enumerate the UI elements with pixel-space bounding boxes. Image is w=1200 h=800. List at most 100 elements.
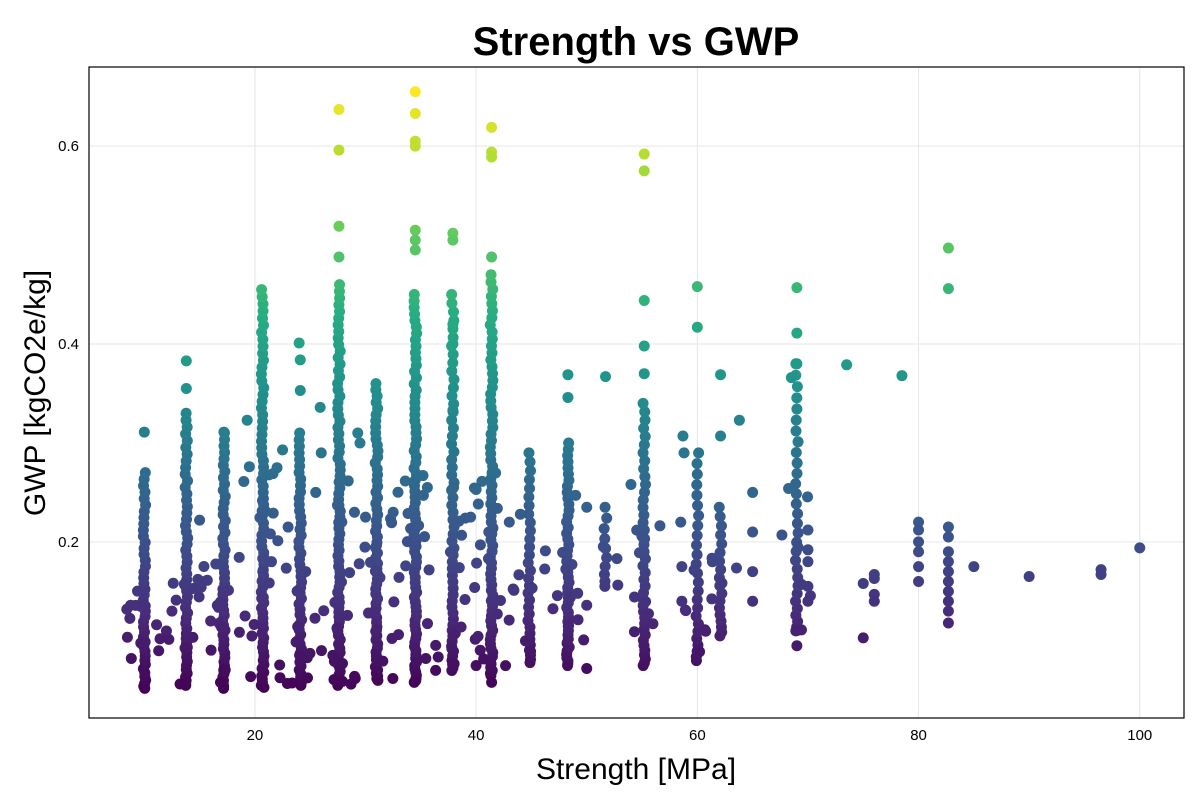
data-point xyxy=(747,526,759,538)
chart-title: Strength vs GWP xyxy=(473,20,800,64)
data-point xyxy=(601,512,613,524)
data-point xyxy=(638,340,650,352)
data-point xyxy=(802,544,814,556)
data-point xyxy=(334,505,346,517)
data-point xyxy=(792,508,804,520)
data-point xyxy=(601,552,613,564)
data-point xyxy=(167,577,179,589)
data-point xyxy=(715,430,727,442)
data-point xyxy=(478,653,490,665)
data-point xyxy=(714,547,726,559)
data-point xyxy=(233,551,245,563)
data-point xyxy=(942,617,954,629)
data-point xyxy=(942,531,954,543)
data-point xyxy=(166,605,178,617)
data-point xyxy=(420,653,432,665)
data-point xyxy=(486,676,498,688)
data-point xyxy=(266,556,277,568)
data-point xyxy=(448,373,460,385)
data-point xyxy=(597,541,609,553)
data-point xyxy=(121,631,133,643)
data-point xyxy=(1134,542,1146,554)
data-point xyxy=(243,461,255,473)
data-point xyxy=(791,467,803,479)
data-point xyxy=(393,629,405,641)
data-point xyxy=(304,647,316,659)
data-point xyxy=(802,556,814,568)
data-point xyxy=(639,414,651,426)
data-point xyxy=(790,498,802,510)
data-point xyxy=(1095,569,1107,581)
data-point xyxy=(256,284,268,296)
data-point xyxy=(491,502,503,514)
data-point xyxy=(336,516,348,528)
data-point xyxy=(180,407,192,419)
data-point xyxy=(465,511,477,523)
data-point xyxy=(691,468,703,480)
data-point xyxy=(700,625,712,637)
data-point xyxy=(551,590,563,602)
data-point xyxy=(138,426,150,438)
data-point xyxy=(524,482,536,494)
data-point xyxy=(139,467,151,479)
data-point xyxy=(791,457,803,469)
data-point xyxy=(387,506,399,518)
data-point xyxy=(132,585,143,597)
data-point xyxy=(486,151,498,163)
data-point xyxy=(570,489,582,501)
data-point xyxy=(446,365,458,377)
data-point xyxy=(318,605,330,617)
data-point xyxy=(472,630,484,642)
data-point xyxy=(448,658,460,670)
data-point xyxy=(486,121,498,133)
data-point xyxy=(280,562,292,574)
data-point xyxy=(354,437,366,449)
data-point xyxy=(446,643,458,655)
data-point xyxy=(523,549,535,561)
data-point xyxy=(292,621,304,633)
data-point xyxy=(491,608,503,620)
data-point xyxy=(334,279,346,291)
data-point xyxy=(524,533,536,545)
data-point xyxy=(572,614,584,626)
plot-frame xyxy=(88,66,1185,719)
data-point xyxy=(362,607,374,619)
data-point xyxy=(315,645,327,657)
data-point xyxy=(239,610,251,622)
data-point xyxy=(693,447,705,459)
data-point xyxy=(124,612,136,624)
data-point xyxy=(293,337,305,349)
data-point xyxy=(524,541,536,553)
data-point xyxy=(282,521,294,533)
data-point xyxy=(447,318,459,330)
data-point xyxy=(791,563,803,575)
data-point xyxy=(286,677,298,689)
data-point xyxy=(370,378,382,390)
data-point xyxy=(525,645,537,657)
data-point xyxy=(563,619,575,631)
data-point xyxy=(241,414,253,426)
data-point xyxy=(160,625,172,637)
data-point xyxy=(422,618,433,630)
data-point xyxy=(942,521,954,533)
data-point xyxy=(791,381,803,393)
data-point xyxy=(523,491,535,503)
data-point xyxy=(942,585,954,597)
data-point xyxy=(486,251,498,263)
data-point xyxy=(562,391,574,403)
x-tick-label: 40 xyxy=(468,727,485,744)
data-point xyxy=(503,516,515,528)
data-point xyxy=(791,358,803,370)
data-point xyxy=(942,546,954,558)
data-point xyxy=(523,508,535,520)
data-point xyxy=(214,596,226,608)
data-point xyxy=(640,596,652,608)
data-point xyxy=(714,511,726,523)
data-point xyxy=(359,541,371,553)
data-point xyxy=(503,614,515,626)
data-point xyxy=(692,499,704,511)
data-point xyxy=(639,431,651,443)
data-point xyxy=(525,465,536,477)
data-point xyxy=(187,631,199,643)
data-point xyxy=(716,538,728,550)
